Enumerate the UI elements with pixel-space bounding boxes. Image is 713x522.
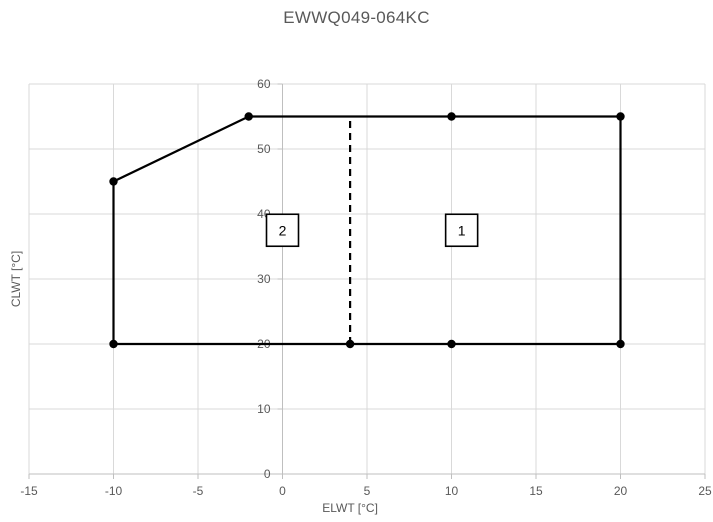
zone-label-box [265,213,300,248]
data-point [244,112,253,121]
data-point [616,339,625,349]
data-point [447,112,456,121]
chart-title: EWWQ049-064KC [283,8,430,27]
x-tick-label: 20 [614,484,628,498]
y-tick-label: 10 [257,402,271,416]
data-point [447,339,456,349]
data-point [109,339,118,349]
zone-label-box [444,213,479,248]
x-tick-label: 10 [445,484,459,498]
y-tick-label: 30 [257,272,271,286]
data-point [109,177,118,186]
data-point [616,112,625,121]
x-tick-label: 15 [529,484,543,498]
data-point [345,339,355,349]
x-tick-label: -5 [193,484,204,498]
zone-label: 2 [279,222,287,238]
y-tick-label: 50 [257,142,271,156]
x-tick-label: 0 [279,484,286,498]
x-tick-label: 5 [364,484,371,498]
x-tick-label: -10 [105,484,123,498]
y-tick-label: 60 [257,77,271,91]
x-tick-label: -15 [20,484,38,498]
y-axis-title: CLWT [°C] [9,251,23,307]
x-axis-title: ELWT [°C] [322,501,378,515]
zone-label: 1 [458,222,466,238]
y-tick-label: 0 [264,467,271,481]
x-tick-label: 25 [698,484,712,498]
